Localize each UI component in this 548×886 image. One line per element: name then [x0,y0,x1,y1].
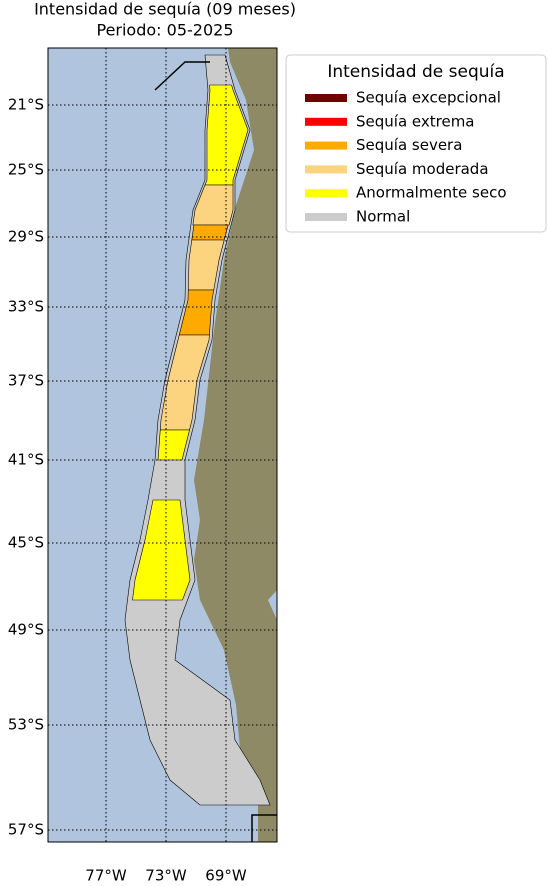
map-area [48,48,277,842]
legend-swatch [305,141,347,150]
graticule [48,48,277,842]
legend-swatch [305,94,347,102]
latitude-label: 45°S [8,534,44,552]
longitude-label: 77°W [85,867,127,883]
latitude-label: 25°S [8,161,44,179]
legend-box [285,54,547,233]
latitude-label: 37°S [8,372,44,390]
longitude-label: 69°W [205,867,247,883]
latitude-label: 53°S [8,716,44,734]
region [192,184,234,226]
latitude-label: 49°S [8,621,44,639]
border [251,814,277,842]
land [194,48,277,842]
legend-label: Sequía excepcional [356,89,501,107]
legend-swatch [305,165,347,174]
legend-swatch [305,117,347,126]
legend-label: Sequía severa [356,136,462,154]
longitude-labels: 77°W 73°W 69°W [85,867,247,885]
legend-swatch [305,189,347,198]
legend: Sequía excepcional Sequía extrema Sequía s… [305,89,507,226]
latitude-labels: 21°S 25°S 29°S 33°S 37°S 41°S 45°S 49°S 53°S 57°S [8,96,44,839]
region [124,54,271,806]
latitude-label: 21°S [8,96,44,114]
legend-label: Anormalmente seco [356,184,507,202]
legend-label: Normal [356,208,410,226]
latitude-label: 57°S [8,821,44,839]
region [191,224,229,241]
latitude-label: 41°S [8,451,44,469]
legend-title: Intensidad de sequía [327,62,504,82]
region [132,499,191,601]
border [154,61,210,91]
latitude-label: 29°S [8,228,44,246]
map-frame [47,47,278,843]
latitude-label: 33°S [8,298,44,316]
chile-regions [124,54,271,806]
legend-swatch [305,213,347,221]
map-title: Intensidad de sequía (09 meses) [34,0,296,19]
legend-label: Sequía moderada [356,160,489,178]
map-subtitle: Periodo: 05-2025 [96,21,233,40]
legend-label: Sequía extrema [356,112,475,130]
longitude-label: 73°W [145,867,187,883]
